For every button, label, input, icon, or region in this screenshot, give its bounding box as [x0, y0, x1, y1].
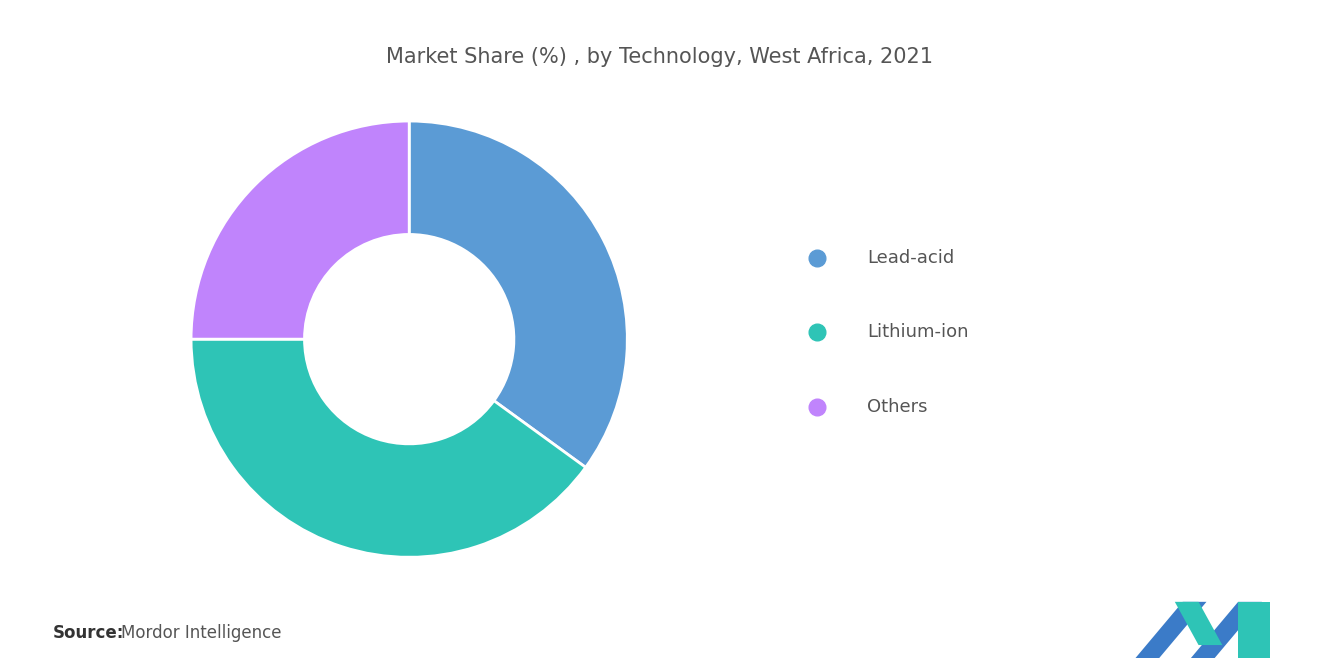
Wedge shape — [409, 121, 627, 467]
Polygon shape — [1191, 602, 1262, 658]
Text: Lithium-ion: Lithium-ion — [867, 323, 969, 341]
Polygon shape — [1135, 602, 1206, 658]
Wedge shape — [191, 339, 586, 557]
Text: Lead-acid: Lead-acid — [867, 249, 954, 267]
Text: Source:: Source: — [53, 624, 124, 642]
Wedge shape — [191, 121, 409, 339]
Bar — [1238, 602, 1270, 658]
Polygon shape — [1175, 602, 1222, 645]
Text: Mordor Intelligence: Mordor Intelligence — [121, 624, 282, 642]
Text: Others: Others — [867, 398, 928, 416]
Text: Market Share (%) , by Technology, West Africa, 2021: Market Share (%) , by Technology, West A… — [387, 47, 933, 66]
